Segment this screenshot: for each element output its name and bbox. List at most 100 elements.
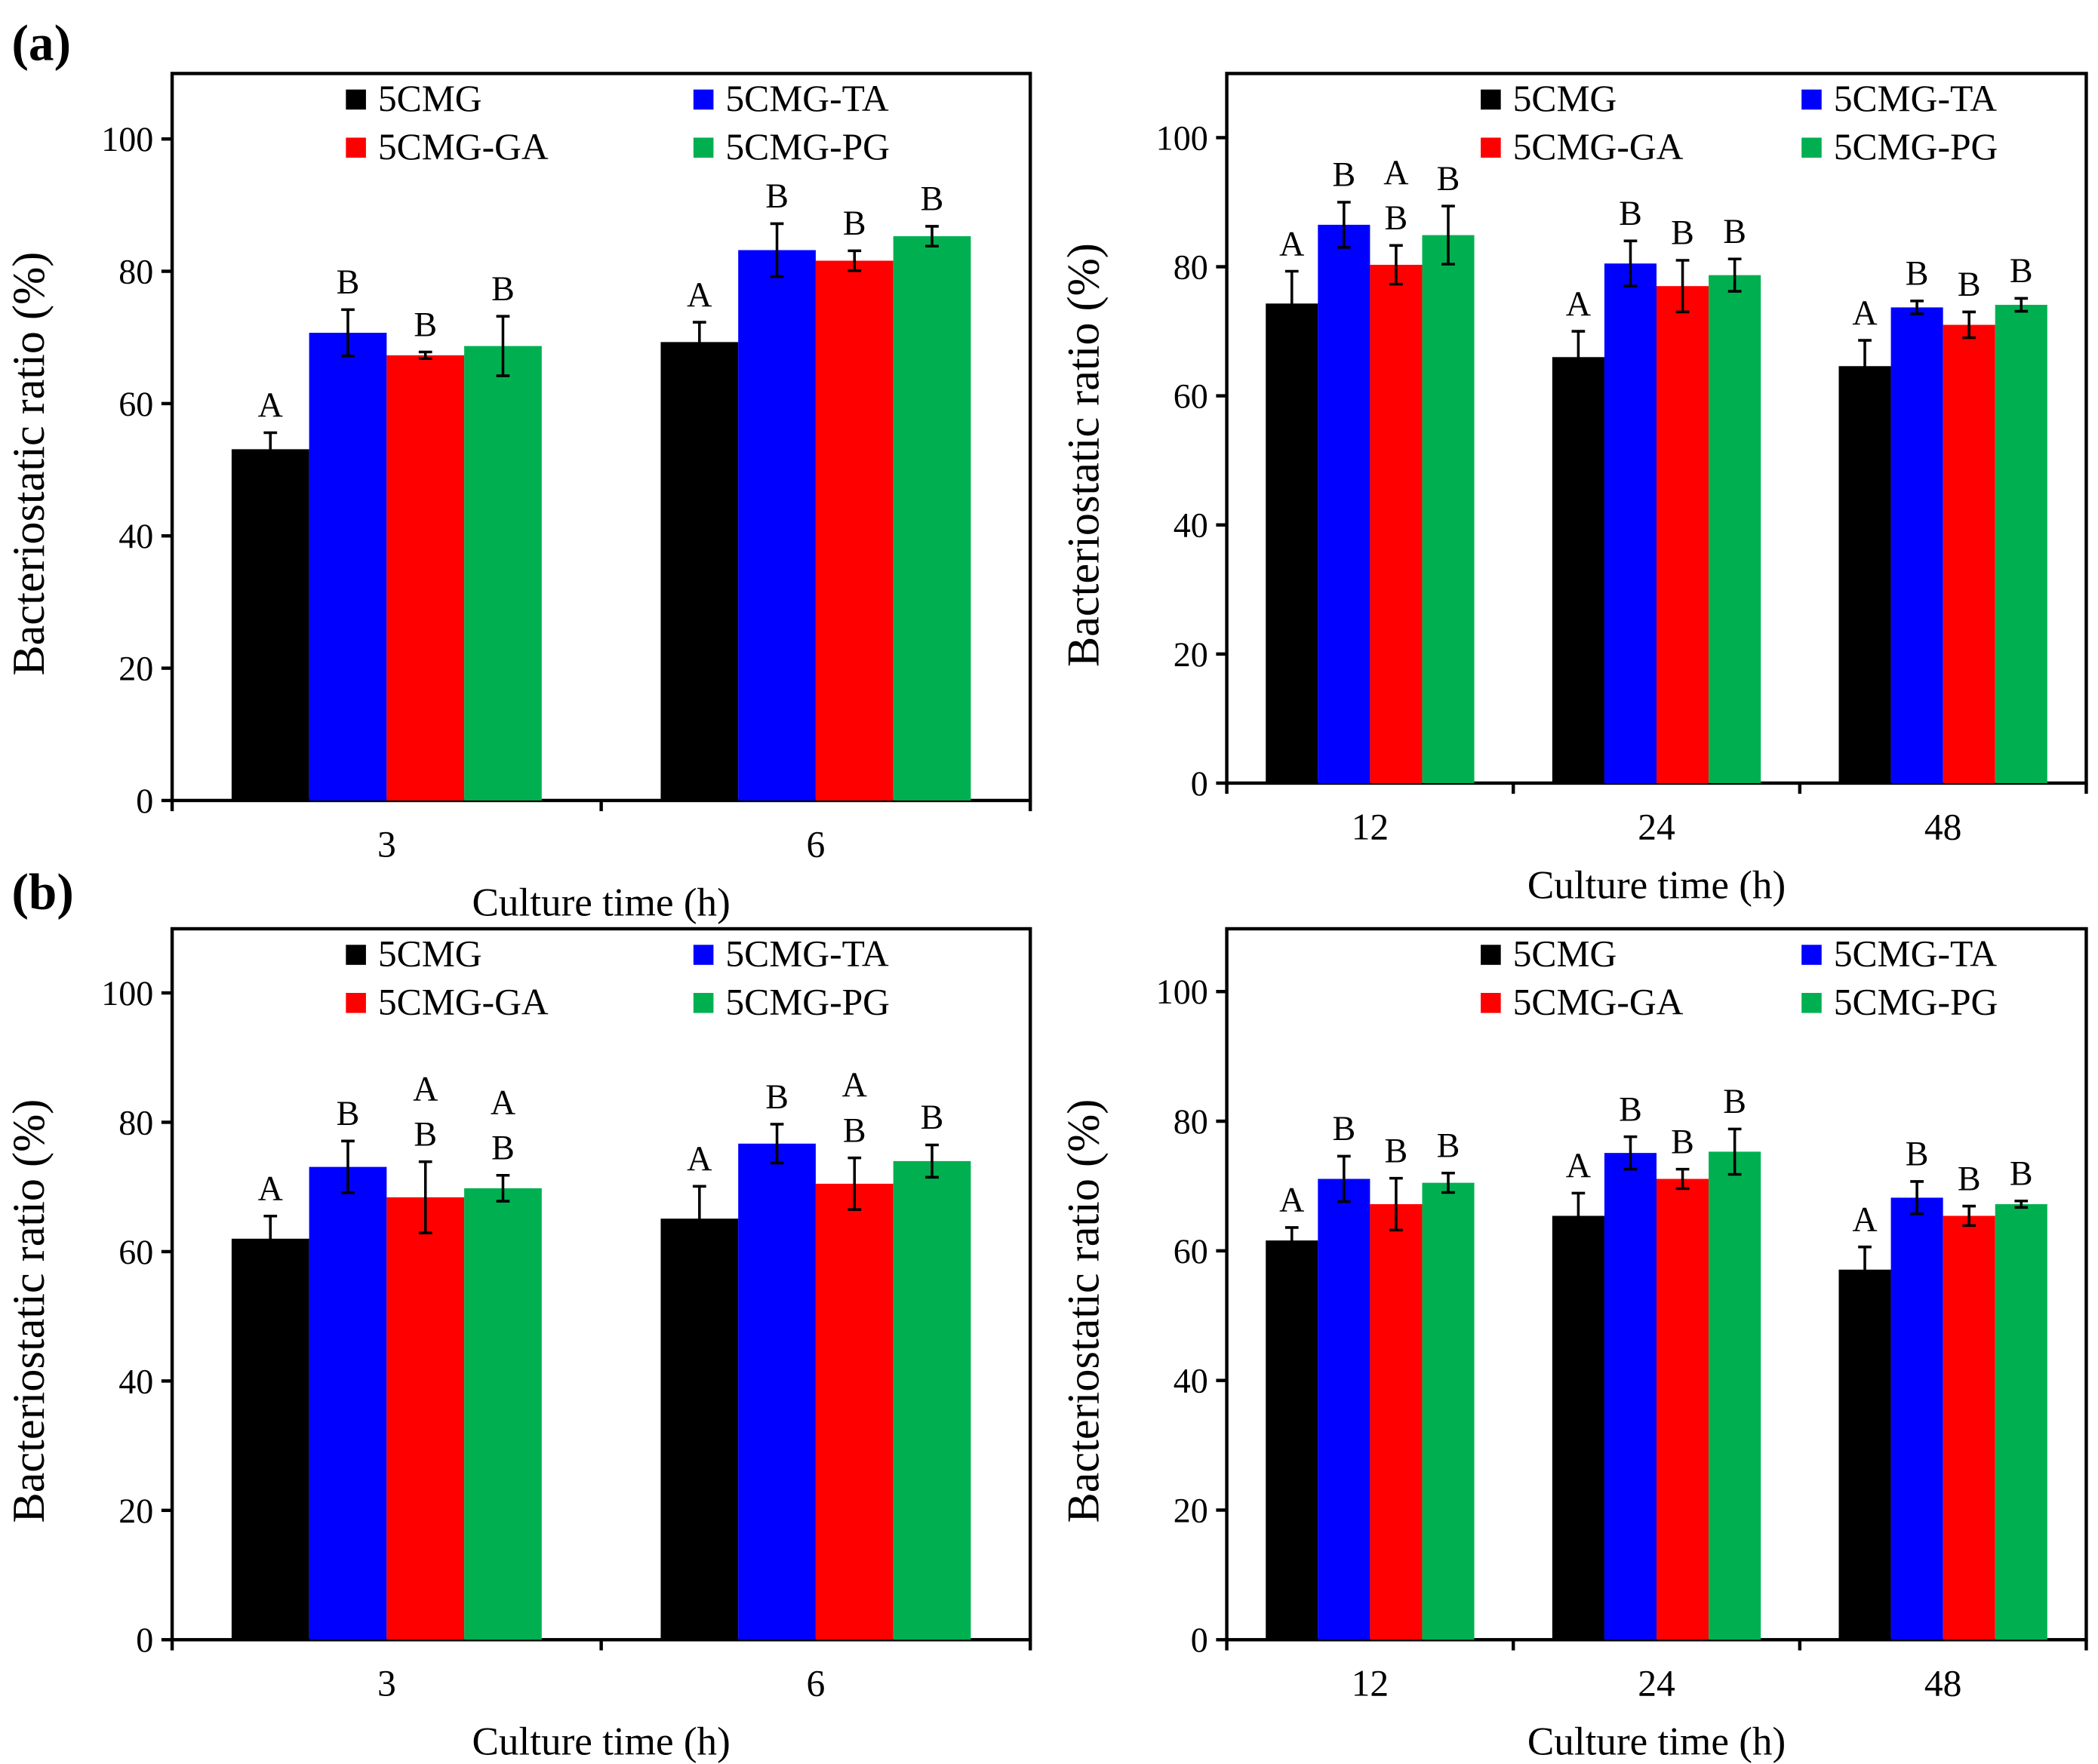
significance-letter: B <box>1723 1082 1746 1120</box>
legend-swatch <box>346 89 366 110</box>
y-axis-label: Bacteriostatic ratio (%) <box>4 252 54 676</box>
bar-5cmg-pg-6h <box>893 1160 971 1640</box>
legend-swatch <box>1801 89 1822 110</box>
significance-letter: A <box>413 1069 438 1108</box>
legend-label: 5CMG <box>1513 78 1617 119</box>
legend-label: 5CMG-PG <box>1834 126 1998 167</box>
y-axis-label: Bacteriostatic ratio (%) <box>4 1099 54 1523</box>
x-tick-label: 6 <box>807 1663 826 1704</box>
bar-5cmg-12h <box>1266 1240 1318 1640</box>
y-tick-label: 80 <box>1174 247 1208 286</box>
y-tick-label: 40 <box>118 517 153 555</box>
significance-letter: B <box>1385 1131 1408 1169</box>
y-tick-label: 20 <box>1174 1491 1208 1529</box>
significance-letter: B <box>491 269 515 308</box>
bar-5cmg-ta-48h <box>1890 307 1943 783</box>
significance-letter: B <box>414 305 437 343</box>
significance-letter: B <box>921 180 944 218</box>
x-tick-label: 24 <box>1638 806 1675 847</box>
bar-5cmg-ta-12h <box>1318 224 1370 783</box>
significance-letter: B <box>843 204 866 242</box>
bar-5cmg-ga-12h <box>1370 264 1423 783</box>
x-axis-label: Culture time (h) <box>472 1720 731 1764</box>
significance-letter: A <box>687 1139 712 1178</box>
significance-letter: B <box>1906 1135 1929 1173</box>
significance-letter: B <box>1385 198 1408 237</box>
significance-letter: A <box>258 1169 283 1208</box>
significance-letter: A <box>1566 1146 1591 1185</box>
bar-5cmg-6h <box>660 342 739 801</box>
significance-letter: B <box>1671 1122 1694 1160</box>
legend-swatch <box>1481 137 1501 158</box>
y-tick-label: 0 <box>1191 1621 1208 1659</box>
y-tick-label: 80 <box>118 1103 153 1142</box>
legend-swatch <box>1801 993 1822 1013</box>
bar-5cmg-ga-3h <box>386 1197 465 1640</box>
legend: 5CMG 5CMG-TA 5CMG-GA 5CMG-PG <box>346 78 890 167</box>
bar-5cmg-ta-6h <box>738 250 816 801</box>
y-tick-label: 60 <box>1174 377 1208 416</box>
legend-label: 5CMG <box>1513 933 1617 975</box>
bar-5cmg-pg-48h <box>1995 1204 2047 1640</box>
significance-letter: A <box>687 275 712 314</box>
significance-letter: A <box>1383 153 1408 192</box>
y-tick-label: 100 <box>101 120 153 158</box>
bar-5cmg-ta-48h <box>1890 1197 1943 1640</box>
bar-5cmg-24h <box>1552 357 1604 783</box>
y-tick-label: 40 <box>118 1362 153 1400</box>
legend-label: 5CMG-TA <box>725 78 889 119</box>
bar-5cmg-ga-3h <box>386 355 465 801</box>
significance-letter: B <box>1619 194 1642 232</box>
chart-0: 0 20 40 60 80 100 Bacteriostatic ratio (%) 3 A B B… <box>4 72 1032 924</box>
significance-letter: B <box>1332 155 1355 194</box>
significance-letter: B <box>843 1111 866 1149</box>
y-tick-label: 40 <box>1174 1362 1208 1400</box>
legend-label: 5CMG-PG <box>1834 981 1998 1022</box>
bar-5cmg-pg-3h <box>464 346 542 801</box>
bar-5cmg-ga-24h <box>1657 1179 1709 1640</box>
significance-letter: B <box>1437 1126 1460 1165</box>
x-tick-label: 24 <box>1638 1663 1675 1704</box>
y-tick-label: 100 <box>1156 118 1208 157</box>
significance-letter: B <box>491 1129 515 1167</box>
significance-letter: B <box>2010 1154 2033 1192</box>
bar-5cmg-pg-6h <box>893 236 971 801</box>
y-tick-label: 40 <box>1174 506 1208 545</box>
legend-label: 5CMG-TA <box>1834 933 1998 975</box>
y-tick-label: 100 <box>1156 973 1208 1011</box>
significance-letter: B <box>414 1115 437 1154</box>
x-axis-label: Culture time (h) <box>1527 1720 1786 1764</box>
significance-letter: B <box>921 1098 944 1136</box>
y-tick-label: 60 <box>118 385 153 423</box>
bar-5cmg-3h <box>231 1238 309 1640</box>
x-tick-label: 6 <box>807 823 826 865</box>
bar-5cmg-ga-6h <box>815 260 894 801</box>
y-axis-label: Bacteriostatic ratio (%) <box>1059 1099 1109 1523</box>
y-tick-label: 0 <box>1191 764 1208 803</box>
bar-5cmg-ta-12h <box>1318 1179 1370 1640</box>
bar-5cmg-ta-24h <box>1604 1153 1657 1640</box>
y-tick-label: 20 <box>118 650 153 688</box>
y-tick-label: 80 <box>118 252 153 290</box>
x-tick-label: 12 <box>1352 806 1389 847</box>
significance-letter: A <box>1852 293 1877 332</box>
legend: 5CMG 5CMG-TA 5CMG-GA 5CMG-PG <box>1481 78 1998 167</box>
x-tick-label: 3 <box>377 823 396 865</box>
y-tick-label: 20 <box>118 1492 153 1530</box>
y-tick-label: 0 <box>136 782 153 820</box>
y-tick-label: 100 <box>101 974 153 1013</box>
legend-label: 5CMG-GA <box>1513 981 1684 1022</box>
bar-5cmg-3h <box>231 449 309 801</box>
y-axis-label: Bacteriostatic ratio (%) <box>1059 243 1109 667</box>
bar-5cmg-pg-12h <box>1422 235 1475 783</box>
legend: 5CMG 5CMG-TA 5CMG-GA 5CMG-PG <box>1481 933 1998 1022</box>
bar-5cmg-ga-48h <box>1943 1215 1995 1640</box>
x-axis-label: Culture time (h) <box>472 880 731 924</box>
legend-label: 5CMG-TA <box>1834 78 1998 119</box>
significance-letter: B <box>1671 214 1694 252</box>
bar-5cmg-pg-24h <box>1709 275 1761 783</box>
bar-5cmg-ga-48h <box>1943 324 1995 783</box>
